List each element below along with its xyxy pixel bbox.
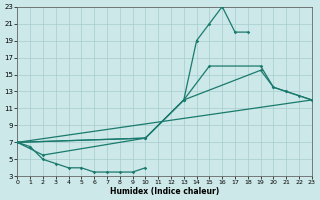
X-axis label: Humidex (Indice chaleur): Humidex (Indice chaleur) (110, 187, 219, 196)
